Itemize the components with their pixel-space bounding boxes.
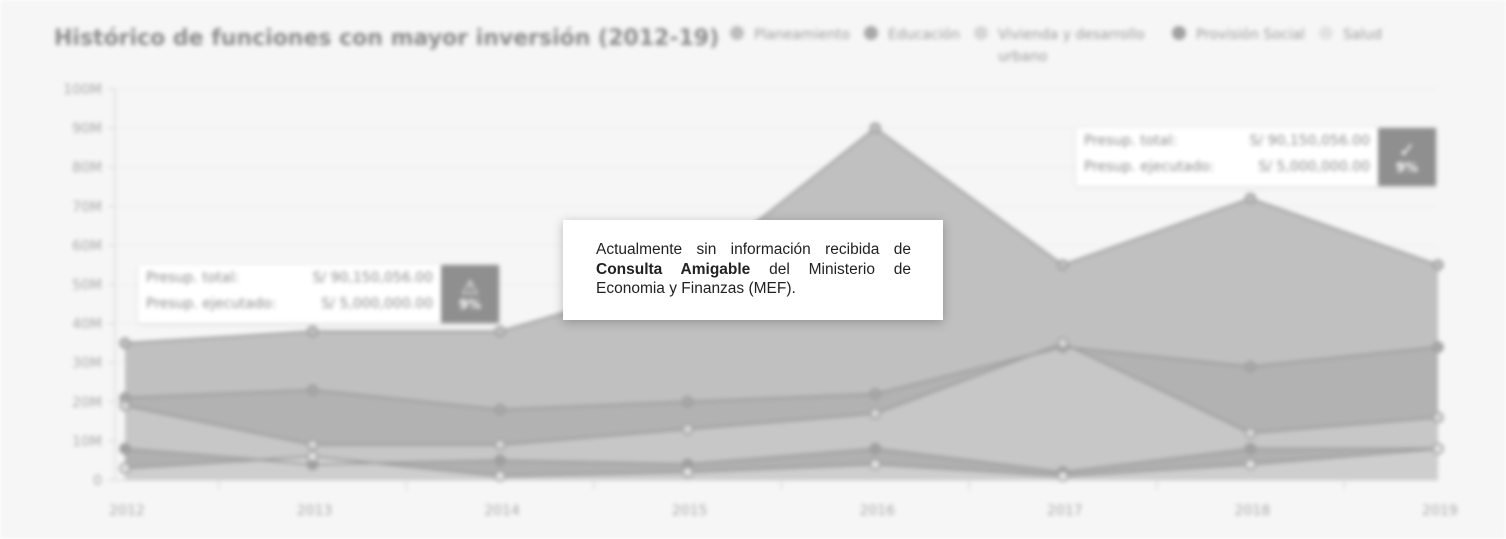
data-point	[869, 122, 882, 134]
y-tick-label: 40M	[72, 317, 102, 333]
data-point	[494, 325, 506, 338]
legend-marker	[1318, 26, 1333, 40]
y-tick-label: 0	[93, 473, 102, 489]
tooltip-percent: 9%	[1395, 160, 1419, 176]
tooltip-badge: ⚠ 9%	[441, 265, 499, 323]
legend-label: Salud	[1342, 27, 1383, 43]
tooltip-total-label: Presup. total:	[146, 270, 239, 286]
tooltip-left: Presup. total: S/ 90,150,056.00 Presup. …	[138, 265, 499, 323]
data-point	[1244, 458, 1257, 471]
data-point	[869, 388, 882, 400]
y-tick-label: 100M	[63, 82, 102, 98]
legend-marker	[973, 26, 988, 40]
legend-label: Provisión Social	[1195, 27, 1305, 43]
legend-item[interactable]: Vivienda y desarrollo urbano	[973, 24, 1158, 68]
tooltip-exec-label: Presup. ejecutado:	[146, 296, 277, 312]
x-tick-label: 2016	[859, 503, 895, 519]
x-tick-label: 2014	[484, 503, 520, 519]
data-point	[869, 458, 882, 471]
series-line-4	[124, 447, 1439, 478]
legend-marker	[864, 26, 879, 40]
data-point	[869, 407, 882, 420]
y-tick-label: 90M	[72, 121, 102, 137]
info-notice: Actualmente sin información recibida de …	[563, 220, 943, 320]
data-point	[494, 403, 506, 416]
data-point	[1057, 259, 1069, 271]
series-line-3	[124, 447, 1438, 474]
data-point	[494, 470, 506, 482]
x-tick-label: 2017	[1047, 503, 1083, 519]
y-tick-label: 60M	[72, 238, 102, 254]
tooltip-percent: 9%	[458, 297, 482, 313]
x-tick-label: 2019	[1422, 503, 1458, 519]
x-tick-label: 2012	[109, 503, 145, 519]
data-point	[306, 439, 319, 451]
data-point	[869, 442, 882, 455]
warning-icon: ⚠	[461, 274, 479, 299]
tooltip-exec-value: S/ 5,000,000.00	[321, 296, 433, 312]
data-point	[1057, 470, 1069, 482]
data-point	[494, 439, 506, 451]
tooltip-right: Presup. total: S/ 90,150,056.00 Presup. …	[1076, 128, 1436, 186]
x-tick-label: 2013	[297, 503, 333, 519]
y-tick-label: 10M	[72, 434, 102, 450]
data-point	[681, 396, 694, 408]
data-point	[1057, 337, 1069, 349]
notice-text-before: Actualmente sin información recibida de	[596, 241, 911, 258]
legend-label: Planeamiento	[754, 27, 851, 43]
legend-marker	[730, 26, 744, 40]
y-tick-label: 70M	[72, 199, 102, 215]
series-line-1	[124, 346, 1439, 411]
y-tick-label: 30M	[72, 356, 102, 372]
tooltip-total-value: S/ 90,150,056.00	[312, 270, 433, 286]
legend-label: Vivienda y desarrollo urbano	[997, 27, 1145, 65]
data-point	[119, 337, 131, 349]
check-circle-icon: ✓	[1398, 137, 1416, 162]
data-point	[1244, 442, 1257, 455]
data-point	[119, 462, 131, 475]
data-point	[119, 442, 131, 455]
legend: Planeamiento Educación Vivienda y desarrol…	[730, 24, 1450, 68]
y-tick-label: 80M	[72, 160, 102, 176]
data-point	[1432, 442, 1444, 455]
tooltip-exec-value: S/ 5,000,000.00	[1258, 159, 1370, 175]
data-point	[1244, 192, 1257, 205]
data-point	[119, 399, 131, 412]
tooltip-total-label: Presup. total:	[1084, 133, 1177, 149]
y-tick-label: 20M	[72, 395, 102, 411]
legend-marker	[1171, 26, 1186, 40]
legend-item[interactable]: Educación	[864, 24, 960, 68]
legend-item[interactable]: Planeamiento	[730, 24, 850, 68]
series-line-2	[124, 342, 1439, 446]
tooltip-badge: ✓ 9%	[1378, 128, 1436, 186]
notice-bold-source: Consulta Amigable	[596, 260, 751, 278]
legend-item[interactable]: Provisión Social	[1171, 24, 1305, 68]
data-point	[1432, 411, 1444, 424]
data-point	[681, 423, 694, 435]
tooltip-total-value: S/ 90,150,056.00	[1249, 133, 1370, 149]
data-point	[1244, 360, 1257, 373]
legend-item[interactable]: Salud	[1318, 24, 1383, 68]
data-point	[306, 384, 319, 396]
data-point	[494, 454, 506, 467]
notice-text-after: del Ministerio de Economia y Finanzas (M…	[596, 260, 911, 298]
data-point	[1244, 427, 1257, 439]
data-point	[1432, 341, 1444, 353]
tooltip-exec-label: Presup. ejecutado:	[1084, 159, 1215, 175]
x-tick-label: 2015	[672, 503, 708, 519]
x-tick-label: 2018	[1235, 503, 1271, 519]
y-tick-label: 50M	[72, 278, 102, 294]
chart-title: Histórico de funciones con mayor inversi…	[54, 26, 720, 51]
legend-label: Educación	[888, 27, 960, 43]
data-point	[306, 325, 319, 338]
series-line-0	[124, 126, 1439, 345]
data-point	[681, 466, 694, 478]
data-point	[306, 450, 319, 463]
data-point	[1432, 259, 1444, 271]
